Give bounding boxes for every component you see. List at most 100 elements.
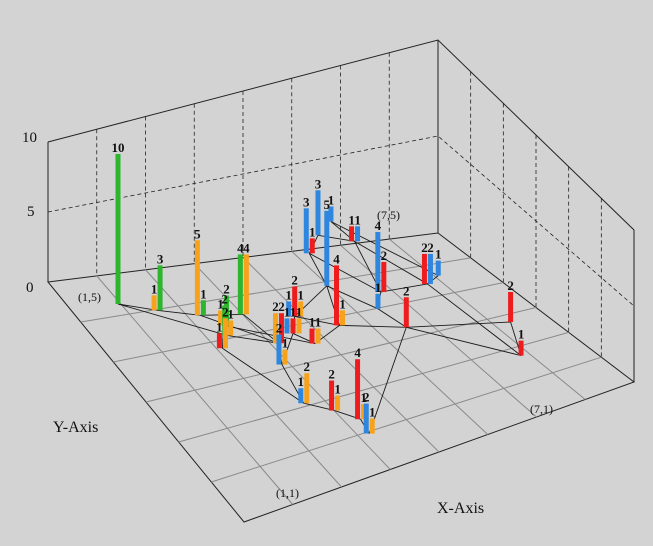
- bar-value-label: 1: [151, 281, 158, 296]
- bar-blue: [363, 403, 369, 434]
- network-edge: [354, 240, 428, 285]
- bar-green: [237, 254, 243, 315]
- bar-value-label: 1: [315, 315, 322, 330]
- bar-blue: [355, 226, 361, 242]
- bar-value-label: 4: [237, 240, 244, 255]
- bar-orange: [218, 310, 224, 326]
- bar-orange: [315, 328, 321, 344]
- bar-value-label: 1: [360, 390, 367, 405]
- bar-blue: [324, 210, 330, 286]
- bar-orange: [243, 254, 249, 315]
- bar-red: [278, 313, 284, 344]
- bar-value-label: 2: [304, 359, 311, 374]
- bar-red: [508, 292, 514, 323]
- floor-grid-line: [178, 331, 569, 443]
- bar-red: [403, 297, 409, 328]
- bar-blue: [328, 206, 334, 222]
- bar-value-label: 1: [298, 374, 305, 389]
- bar-value-label: 1: [297, 287, 304, 302]
- bar-value-label: 2: [276, 321, 283, 336]
- bar-value-label: 3: [315, 176, 322, 191]
- bar-red: [216, 333, 222, 349]
- bar-value-label: 2: [272, 299, 279, 314]
- z-axis: 10 5 0: [22, 130, 37, 296]
- bar-value-label: 1: [435, 247, 442, 262]
- bar-blue: [375, 293, 381, 309]
- bar-red: [334, 265, 340, 326]
- bar-value-label: 2: [221, 292, 228, 307]
- bar-value-label: 3: [303, 194, 310, 209]
- corner-label-top-left: (1,5): [78, 290, 101, 304]
- network-edge: [243, 314, 279, 344]
- y-axis-title: Y-Axis: [53, 419, 98, 436]
- bar-value-label: 1: [296, 304, 303, 319]
- network-edge: [157, 309, 201, 316]
- bar-value-label: 2: [278, 299, 285, 314]
- grid-lines: [47, 52, 635, 505]
- floor-grid-line: [113, 282, 504, 363]
- bar-value-label: 2: [507, 278, 514, 293]
- bar-value-label: 1: [200, 286, 207, 301]
- network-edge: [406, 321, 511, 328]
- network-edge: [368, 327, 407, 434]
- bar-red: [518, 340, 524, 356]
- bar-value-label: 1: [348, 212, 355, 227]
- network-edge: [117, 303, 158, 311]
- bar-value-label: 1: [328, 192, 335, 207]
- bar-orange: [151, 295, 157, 311]
- bar-orange: [340, 310, 346, 326]
- bar-value-label: 5: [194, 226, 201, 241]
- bar-blue: [315, 190, 321, 236]
- bar-value-label: 4: [243, 240, 250, 255]
- bar-red: [349, 226, 355, 242]
- bar-value-label: 2: [328, 367, 335, 382]
- bar-blue: [435, 260, 441, 276]
- bar-red: [355, 359, 361, 420]
- corner-label-bottom-left: (1,1): [276, 486, 299, 500]
- bar-value-label: 1: [518, 327, 525, 342]
- bar-value-label: 1: [282, 336, 289, 351]
- bar-green: [115, 154, 121, 304]
- bar-blue: [303, 208, 309, 254]
- floor-grid-line: [211, 356, 602, 483]
- bar-red: [421, 253, 427, 284]
- bar-green: [157, 265, 163, 311]
- bar-orange: [335, 395, 341, 411]
- bar-orange: [222, 318, 228, 349]
- network-edge: [330, 221, 439, 277]
- network-edge: [223, 325, 316, 344]
- network-edge: [339, 324, 407, 328]
- bar-value-label: 5: [324, 197, 331, 212]
- bar-blue: [284, 318, 290, 334]
- bar-value-label: 1: [309, 224, 316, 239]
- bar-value-label: 2: [223, 282, 230, 297]
- floor-grid-line: [80, 257, 471, 323]
- bar-blue: [276, 334, 282, 365]
- bar-value-label: 2: [403, 283, 410, 298]
- bar-orange: [228, 320, 234, 336]
- bar-value-label: 1: [354, 212, 361, 227]
- bar-value-label: 4: [333, 251, 340, 266]
- bar-red: [381, 261, 387, 292]
- bar-orange: [282, 349, 288, 365]
- bar-red: [309, 238, 315, 254]
- bar-value-label: 2: [427, 240, 434, 255]
- bar-value-label: 1: [284, 304, 291, 319]
- bar-orange: [272, 313, 278, 344]
- bar-orange: [304, 373, 310, 404]
- network-edge: [294, 316, 340, 326]
- bar-value-label: 2: [421, 240, 428, 255]
- wall-grid-line: [47, 135, 635, 307]
- network-edge: [427, 283, 522, 356]
- bar-orange: [296, 318, 302, 334]
- bar-orange: [361, 404, 367, 420]
- bar-blue: [286, 301, 292, 317]
- bar-orange: [194, 240, 200, 316]
- x-axis-title: X-Axis: [437, 500, 484, 517]
- bar-value-label: 10: [112, 140, 125, 155]
- bar-red: [309, 328, 315, 344]
- bar-value-label: 1: [369, 405, 376, 420]
- bar-value-label: 2: [291, 272, 298, 287]
